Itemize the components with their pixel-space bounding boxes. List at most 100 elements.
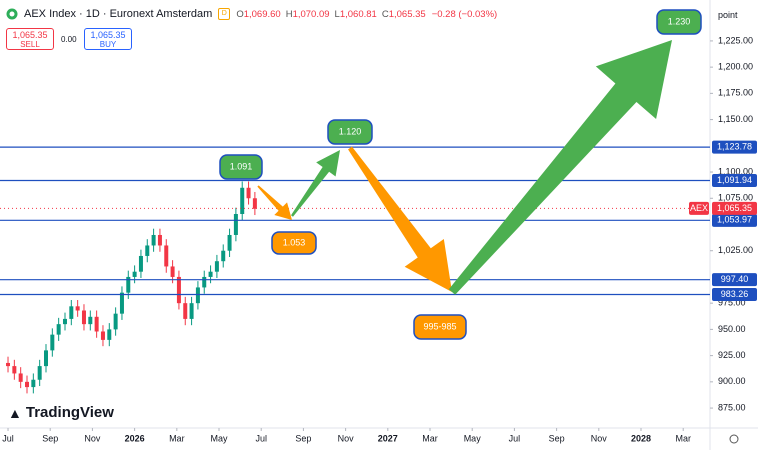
candle-body xyxy=(227,234,232,251)
header: AEX Index · 1D · Euronext Amsterdam D O1… xyxy=(6,8,497,20)
ohlc-label: O xyxy=(236,8,244,20)
candle-body xyxy=(138,255,143,272)
ohlc-value: 1,070.09 xyxy=(292,8,330,20)
change: −0.28 (−0.03%) xyxy=(431,8,498,20)
candle-body xyxy=(81,310,86,325)
buy-label: BUY xyxy=(99,40,117,49)
candle-body xyxy=(170,266,175,277)
x-tick-label: Sep xyxy=(295,433,311,443)
level-label: 1,123.78 xyxy=(717,141,752,151)
icon: D xyxy=(218,8,231,20)
level-label-box xyxy=(712,273,757,287)
ohlc-item: O1,069.60 xyxy=(236,9,280,20)
candle-body xyxy=(25,381,30,388)
y-tick-label: 1,200.00 xyxy=(718,62,753,72)
level-label-box xyxy=(712,288,757,302)
annotation-text: 1.230 xyxy=(668,16,691,26)
x-tick-label: Sep xyxy=(42,433,58,443)
candle-body xyxy=(75,306,80,311)
spread: 0.00 xyxy=(61,35,77,44)
annotation-box xyxy=(413,314,467,340)
x-tick-label: Mar xyxy=(675,433,691,443)
annotation-box xyxy=(271,231,317,255)
y-tick-label: 1,075.00 xyxy=(718,193,753,203)
ohlc: O1,069.60 H1,070.09 L1,060.81 C1,065.35 xyxy=(236,9,425,20)
candle-body xyxy=(88,316,93,325)
ohlc-item: C1,065.35 xyxy=(382,9,426,20)
ohlc-value: 1,060.81 xyxy=(339,8,377,20)
ohlc-item: H1,070.09 xyxy=(286,9,330,20)
candle-body xyxy=(12,366,17,374)
x-tick-label: 2027 xyxy=(378,433,398,443)
candle-body xyxy=(113,313,118,330)
candle-body xyxy=(189,303,194,319)
logo: ▲ TradingView xyxy=(8,404,114,421)
candle-body xyxy=(62,318,67,325)
annotation-box xyxy=(219,154,263,180)
x-tick-label: 2028 xyxy=(631,433,651,443)
level-label-box xyxy=(712,140,757,154)
last-price-label: 1,065.35 xyxy=(717,203,752,213)
y-tick-label: 950.00 xyxy=(718,324,746,334)
x-tick-label: Jul xyxy=(509,433,521,443)
y-tick-label: 925.00 xyxy=(718,350,746,360)
candle-body xyxy=(132,271,137,277)
candle-body xyxy=(145,245,150,256)
sell-button[interactable]: 1,065.35 SELL xyxy=(6,28,54,50)
candle-body xyxy=(31,379,36,388)
sell-label: SELL xyxy=(20,40,40,49)
annotation-box xyxy=(656,9,702,35)
candle-body xyxy=(119,292,124,314)
unit-label: point xyxy=(718,10,738,20)
x-tick-label: 2026 xyxy=(125,433,145,443)
x-tick-label: Nov xyxy=(84,433,101,443)
x-tick-label: May xyxy=(464,433,482,443)
y-tick-label: 875.00 xyxy=(718,402,746,412)
candle-body xyxy=(100,331,105,340)
candle-body xyxy=(151,234,156,246)
y-tick-label: 1,175.00 xyxy=(718,88,753,98)
candle-body xyxy=(164,245,169,267)
candle-body xyxy=(37,366,42,380)
candle-body xyxy=(233,214,238,235)
level-label: 983.26 xyxy=(721,289,749,299)
ohlc-label: C xyxy=(381,8,389,20)
y-tick-label: 900.00 xyxy=(718,376,746,386)
annotation-text: 1.120 xyxy=(339,126,362,136)
symbol-icon xyxy=(6,8,18,20)
x-tick-label: Nov xyxy=(338,433,355,443)
candle-body xyxy=(43,350,48,367)
annotation-text: 995-985 xyxy=(423,321,456,331)
last-price-symbol-box xyxy=(689,201,709,215)
sell-price: 1,065.35 xyxy=(12,30,48,40)
x-tick-label: Jul xyxy=(2,433,14,443)
x-tick-label: Sep xyxy=(549,433,565,443)
last-price-symbol: AEX xyxy=(690,203,708,213)
y-tick-label: 1,150.00 xyxy=(718,114,753,124)
candle-body xyxy=(50,334,55,351)
logo-icon: ▲ xyxy=(8,404,22,421)
ohlc-value: 1,065.35 xyxy=(388,8,426,20)
candle-body xyxy=(183,303,188,319)
x-tick-label: Jul xyxy=(255,433,267,443)
last-price-box xyxy=(712,201,757,215)
candle-body xyxy=(56,324,61,335)
projection-arrow xyxy=(448,40,672,295)
candle-body xyxy=(252,198,257,209)
candle-body xyxy=(18,373,23,382)
y-tick-label: 1,025.00 xyxy=(718,245,753,255)
level-label: 1,053.97 xyxy=(717,215,752,225)
y-tick-label: 1,100.00 xyxy=(718,166,753,176)
candle-body xyxy=(202,276,207,288)
buy-button[interactable]: 1,065.35 BUY xyxy=(84,28,132,50)
candle-body xyxy=(208,271,213,277)
ohlc-value: 1,069.60 xyxy=(243,8,281,20)
projection-arrow xyxy=(291,150,340,217)
candle-body xyxy=(69,306,74,319)
candle-body xyxy=(126,276,131,293)
level-label: 1,091.94 xyxy=(717,175,752,185)
x-tick-label: Nov xyxy=(591,433,608,443)
level-label-box xyxy=(712,173,757,187)
